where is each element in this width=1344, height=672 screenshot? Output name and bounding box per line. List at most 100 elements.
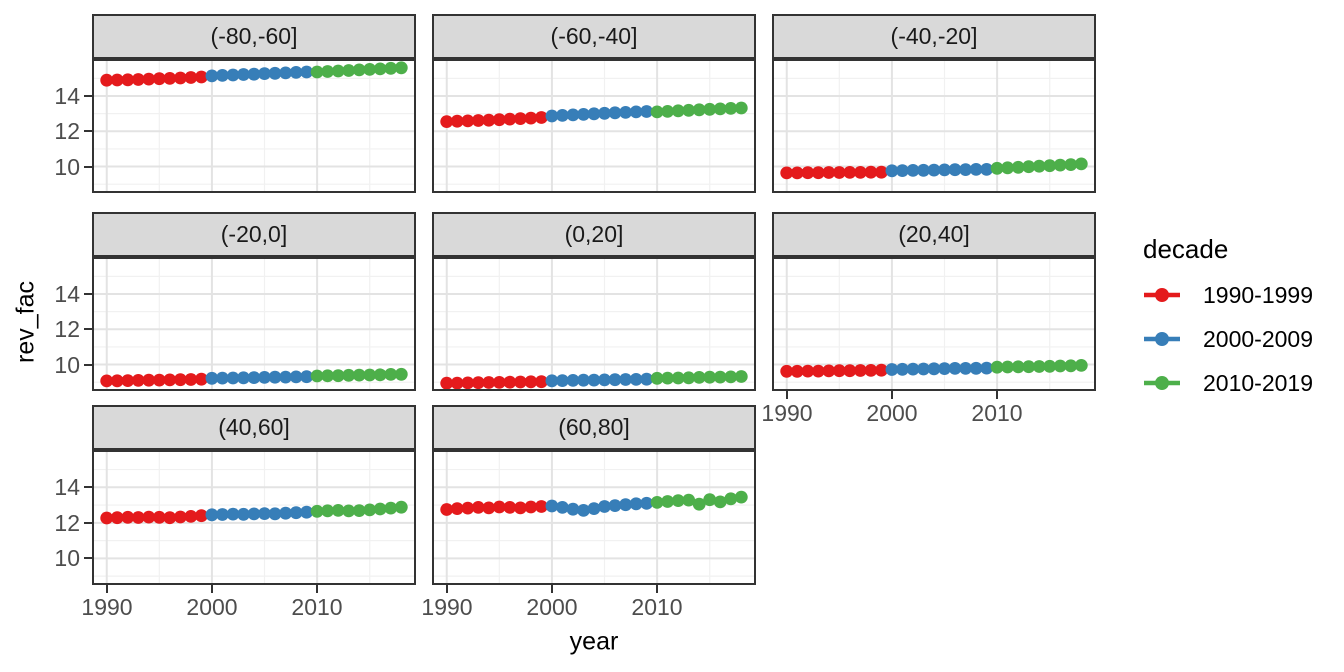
data-point: [640, 496, 653, 510]
data-point: [131, 511, 145, 524]
legend-item: 1990-1999: [1143, 281, 1313, 309]
x-axis-title: year: [569, 627, 619, 656]
data-point: [598, 106, 611, 120]
data-point: [342, 368, 356, 382]
data-point: [524, 111, 538, 125]
data-point: [692, 103, 706, 117]
data-point: [195, 509, 208, 523]
data-point: [801, 166, 815, 180]
data-point: [598, 500, 611, 513]
facet-panel: [432, 257, 756, 391]
data-point: [440, 503, 454, 516]
x-tick-label: 1990: [761, 400, 813, 426]
data-point: [279, 370, 292, 384]
data-point: [885, 363, 899, 376]
data-point: [152, 373, 166, 387]
y-tick-mark: [84, 293, 92, 295]
data-point: [854, 364, 867, 377]
data-point: [226, 371, 240, 385]
panel-border: [772, 59, 1096, 193]
data-point: [321, 65, 334, 78]
data-point: [121, 73, 135, 87]
y-tick-label: 12: [54, 118, 80, 144]
data-point: [363, 503, 377, 517]
data-point: [713, 495, 727, 509]
data-point: [822, 364, 836, 378]
data-point: [450, 502, 464, 515]
data-point: [1043, 159, 1057, 173]
data-point: [545, 499, 559, 513]
y-tick-label: 12: [54, 510, 80, 536]
data-point: [577, 373, 590, 387]
data-point: [142, 72, 156, 86]
panel-border: [92, 450, 416, 585]
y-tick-mark: [84, 486, 92, 488]
data-point: [535, 500, 548, 513]
data-point: [174, 510, 187, 524]
data-point: [131, 73, 145, 86]
legend-title: decade: [1143, 234, 1229, 264]
data-point: [226, 507, 240, 521]
data-point: [598, 373, 611, 387]
data-point: [556, 374, 569, 387]
data-point: [990, 161, 1004, 175]
data-point: [100, 374, 114, 388]
data-point: [1032, 360, 1046, 373]
panel-border: [92, 59, 416, 193]
data-point: [352, 63, 366, 77]
data-point: [587, 107, 601, 121]
x-tick-label: 2000: [866, 400, 918, 426]
data-point: [948, 362, 962, 375]
data-point: [1043, 359, 1057, 373]
data-point: [629, 373, 643, 386]
x-tick-mark: [996, 391, 998, 399]
data-point: [650, 496, 664, 509]
data-point: [440, 115, 454, 128]
data-point: [811, 364, 825, 378]
data-point: [864, 364, 878, 377]
data-point: [121, 510, 135, 524]
data-point: [226, 68, 240, 82]
data-point: [450, 376, 464, 390]
data-point: [100, 511, 114, 525]
x-tick-mark: [551, 585, 553, 593]
data-point: [100, 73, 114, 87]
data-point: [152, 510, 166, 524]
facet-strip: (-60,-40]: [432, 14, 756, 59]
data-point: [184, 373, 198, 386]
data-point: [310, 504, 324, 518]
data-point: [514, 112, 527, 125]
x-tick-mark: [446, 585, 448, 593]
data-point: [237, 507, 250, 521]
data-point: [142, 510, 156, 524]
data-point: [927, 163, 941, 177]
data-point: [363, 63, 377, 76]
data-point: [843, 166, 857, 179]
data-point: [822, 166, 836, 179]
y-tick-mark: [84, 557, 92, 559]
data-point: [195, 70, 208, 84]
data-point: [703, 102, 717, 116]
data-point: [724, 492, 738, 506]
data-point: [832, 166, 846, 179]
x-tick-label: 2010: [631, 594, 683, 620]
data-point: [1053, 359, 1067, 373]
data-point: [216, 508, 229, 521]
data-point: [650, 371, 664, 385]
data-point: [131, 374, 145, 387]
data-point: [216, 69, 229, 82]
data-point: [331, 369, 345, 383]
data-point: [279, 506, 292, 520]
legend-label: 2010-2019: [1203, 369, 1313, 396]
data-point: [121, 374, 135, 387]
data-point: [556, 109, 569, 122]
data-point: [289, 66, 303, 79]
data-point: [661, 495, 674, 508]
data-point: [514, 501, 527, 515]
data-point: [1022, 360, 1036, 374]
data-point: [1011, 360, 1025, 374]
panel-border: [92, 257, 416, 391]
y-tick-label: 14: [54, 83, 80, 109]
data-point: [482, 113, 496, 127]
data-point: [692, 497, 706, 511]
